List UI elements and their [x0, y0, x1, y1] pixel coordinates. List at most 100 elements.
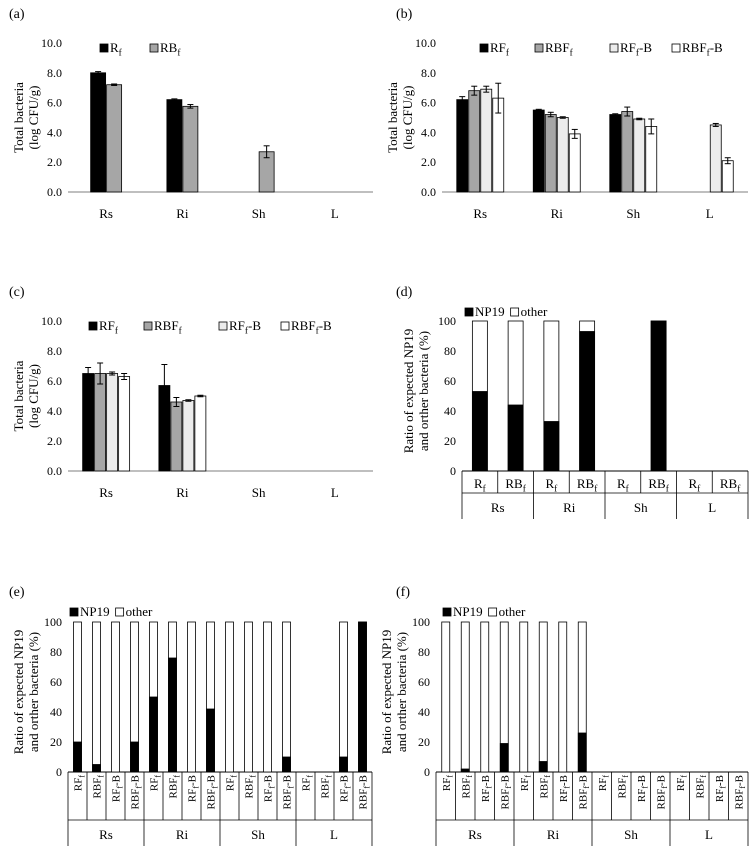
- bar: [556, 117, 569, 193]
- bar-other: [92, 621, 101, 773]
- bar: [106, 373, 119, 472]
- x-bar-label: RBFf: [694, 775, 708, 799]
- chart-panel-c: (c) 0.0 2.0 4.0 6.0 8.0 10.0 Total bacteria(log…: [9, 285, 373, 500]
- bar-np19: [460, 768, 470, 773]
- legend-swatch: [671, 43, 681, 53]
- legend-label: RFf: [99, 318, 119, 336]
- y-tick-label: 4.0: [421, 125, 436, 139]
- y-tick-label: 10.0: [41, 36, 62, 50]
- bar-np19: [282, 756, 291, 773]
- chart-panel-a: (a) 0.0 2.0 4.0 6.0 8.0 10.0 Total bacteria(log…: [9, 7, 373, 221]
- legend-label: other: [126, 604, 153, 619]
- bar: [194, 395, 207, 472]
- x-category-label: Rs: [473, 206, 487, 221]
- y-tick-label: 80: [418, 645, 430, 659]
- bar-other: [538, 621, 548, 773]
- y-axis-label: Ratio of expected NP19and orther bacteri…: [401, 329, 431, 454]
- x-bar-label: RBFf: [460, 775, 474, 799]
- bar: [568, 133, 581, 193]
- x-bar-label: RBFf: [168, 775, 182, 799]
- x-category-label: Rs: [99, 206, 113, 221]
- x-bar-label: RFf: [597, 775, 611, 791]
- bar-other: [263, 621, 272, 773]
- x-bar-label: RBFf-B: [130, 775, 144, 809]
- x-group-label: Sh: [634, 500, 648, 515]
- y-tick-label: 80: [444, 344, 456, 358]
- bar: [532, 109, 545, 193]
- legend-label: NP19: [475, 304, 505, 319]
- y-tick-label: 6.0: [47, 96, 62, 110]
- x-group-label: Sh: [624, 827, 638, 842]
- x-group-label: L: [708, 500, 716, 515]
- y-tick-label: 20: [50, 735, 62, 749]
- bar: [621, 111, 634, 193]
- bar-other: [480, 621, 490, 773]
- y-tick-label: 10.0: [415, 36, 436, 50]
- legend-swatch: [442, 607, 452, 617]
- y-tick-label: 10.0: [41, 314, 62, 328]
- legend-label: other: [499, 604, 526, 619]
- y-tick-label: 8.0: [47, 344, 62, 358]
- bar: [480, 88, 493, 193]
- legend-label: RFf: [490, 40, 510, 58]
- chart-panel-b: (b) 0.0 2.0 4.0 6.0 8.0 10.0 Total bacteria(log…: [385, 7, 748, 221]
- panel-label: (c): [9, 285, 25, 300]
- bar-other: [225, 621, 234, 773]
- y-tick-label: 40: [50, 705, 62, 719]
- y-axis-label: Total bacteria(log CFU/g): [11, 360, 41, 431]
- panel-label: (d): [396, 285, 413, 300]
- x-bar-label: RFf-B: [714, 775, 728, 802]
- x-group-label: Rs: [468, 827, 482, 842]
- bar: [456, 99, 469, 193]
- x-bar-label: RBf: [648, 476, 669, 494]
- x-group-label: L: [330, 827, 338, 842]
- y-tick-label: 100: [412, 615, 430, 629]
- x-bar-label: RBFf-B: [577, 775, 591, 809]
- y-tick-label: 0: [424, 765, 430, 779]
- legend-label: RBFf: [154, 318, 183, 336]
- x-group-label: Ri: [547, 827, 560, 842]
- x-bar-label: Rf: [688, 476, 701, 494]
- bar-np19: [73, 741, 82, 773]
- x-group-label: Ri: [176, 827, 189, 842]
- bar-other: [339, 621, 348, 773]
- bar: [609, 114, 622, 193]
- y-tick-label: 4.0: [47, 404, 62, 418]
- legend-swatch: [488, 607, 498, 617]
- y-tick-label: 100: [438, 314, 456, 328]
- x-bar-label: RFf: [73, 775, 87, 791]
- legend-label: other: [521, 304, 548, 319]
- x-bar-label: RBFf-B: [206, 775, 220, 809]
- x-bar-label: RFf: [301, 775, 315, 791]
- x-group-label: L: [705, 827, 713, 842]
- legend-swatch: [218, 321, 228, 331]
- y-tick-label: 6.0: [421, 96, 436, 110]
- x-bar-label: RBFf-B: [733, 775, 747, 809]
- x-category-label: Sh: [252, 206, 266, 221]
- y-axis-label: Ratio of expected NP19and orther bacteri…: [379, 630, 409, 755]
- y-tick-label: 60: [418, 675, 430, 689]
- y-axis-label: Total bacteria(log CFU/g): [11, 82, 41, 153]
- legend-swatch: [280, 321, 290, 331]
- x-group-label: Sh: [251, 827, 265, 842]
- bar-np19: [471, 391, 488, 472]
- x-bar-label: Rf: [617, 476, 630, 494]
- legend-swatch: [464, 307, 474, 317]
- x-bar-label: RBf: [577, 476, 598, 494]
- panel-label: (a): [9, 7, 25, 22]
- y-tick-label: 40: [444, 404, 456, 418]
- bar-np19: [168, 657, 177, 773]
- legend-swatch: [609, 43, 619, 53]
- bar-np19: [507, 404, 524, 472]
- bar-np19: [577, 732, 587, 773]
- y-tick-label: 0.0: [421, 185, 436, 199]
- legend-label: RBFf: [545, 40, 574, 58]
- x-bar-label: RFf: [519, 775, 533, 791]
- y-tick-label: 60: [50, 675, 62, 689]
- bar: [721, 160, 734, 193]
- bar: [633, 118, 646, 193]
- bar-other: [282, 621, 291, 773]
